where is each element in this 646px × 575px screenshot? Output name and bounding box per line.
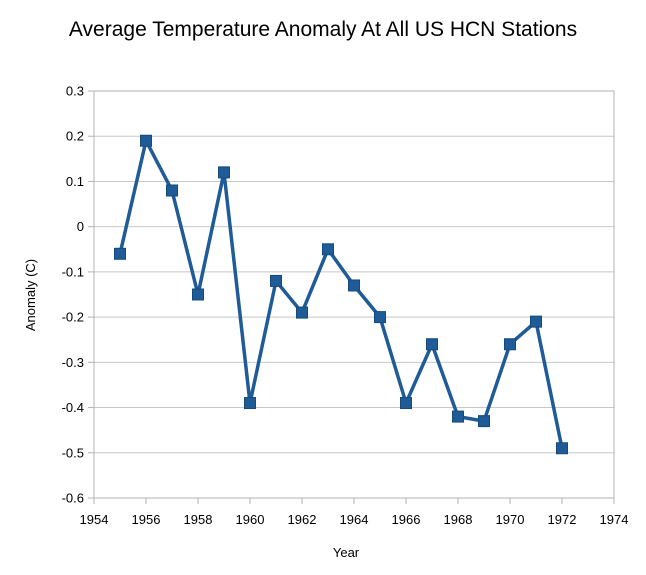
chart-title: Average Temperature Anomaly At All US HC… <box>69 18 577 41</box>
x-tick-label: 1956 <box>132 512 161 527</box>
data-point-marker <box>478 415 490 428</box>
y-tick-label: -0.2 <box>62 310 84 325</box>
grid-lines <box>94 90 614 499</box>
y-tick-label: 0.2 <box>66 129 84 144</box>
y-axis-ticks: 0.3 0.2 0.1 0 -0.1 -0.2 -0.3 -0.4 -0.5 -0.6 <box>62 84 94 506</box>
data-point-marker <box>244 397 256 410</box>
data-point-marker <box>218 166 230 179</box>
x-tick-label: 1954 <box>80 512 109 527</box>
y-tick-label: -0.3 <box>62 355 84 370</box>
y-tick-label: 0.3 <box>66 84 84 99</box>
data-point-marker <box>166 184 178 197</box>
x-tick-label: 1970 <box>496 512 525 527</box>
x-tick-label: 1960 <box>236 512 265 527</box>
data-point-marker <box>140 134 152 147</box>
data-point-marker <box>400 397 412 410</box>
data-point-marker <box>374 311 386 324</box>
data-point-marker <box>530 315 542 328</box>
x-axis-ticks: 1954 1956 1958 1960 1962 1964 1966 1968 1970 1972… <box>80 498 629 527</box>
data-point-marker <box>114 247 126 260</box>
data-point-marker <box>504 338 516 351</box>
data-point-marker <box>348 279 360 292</box>
y-tick-label: -0.5 <box>62 445 84 460</box>
data-point-marker <box>322 243 334 256</box>
x-axis-title: Year <box>333 545 360 560</box>
x-tick-label: 1966 <box>392 512 421 527</box>
data-point-marker <box>452 410 464 423</box>
x-tick-label: 1974 <box>600 512 629 527</box>
y-tick-label: 0.1 <box>66 174 84 189</box>
x-tick-label: 1964 <box>340 512 369 527</box>
x-tick-label: 1968 <box>444 512 473 527</box>
data-point-marker <box>192 288 204 301</box>
series-line <box>118 138 564 451</box>
y-tick-label: -0.4 <box>62 400 84 415</box>
data-series <box>114 134 568 455</box>
y-tick-label: -0.1 <box>62 264 84 279</box>
y-axis-title: Anomaly (C) <box>23 259 38 331</box>
x-tick-label: 1962 <box>288 512 317 527</box>
y-tick-label: 0 <box>77 219 84 234</box>
x-tick-label: 1972 <box>548 512 577 527</box>
x-tick-label: 1958 <box>184 512 213 527</box>
data-point-marker <box>426 338 438 351</box>
data-point-marker <box>270 274 282 287</box>
data-point-marker <box>556 442 568 455</box>
plot-area-border <box>93 90 615 499</box>
data-point-marker <box>296 306 308 319</box>
y-tick-label: -0.6 <box>62 491 84 506</box>
